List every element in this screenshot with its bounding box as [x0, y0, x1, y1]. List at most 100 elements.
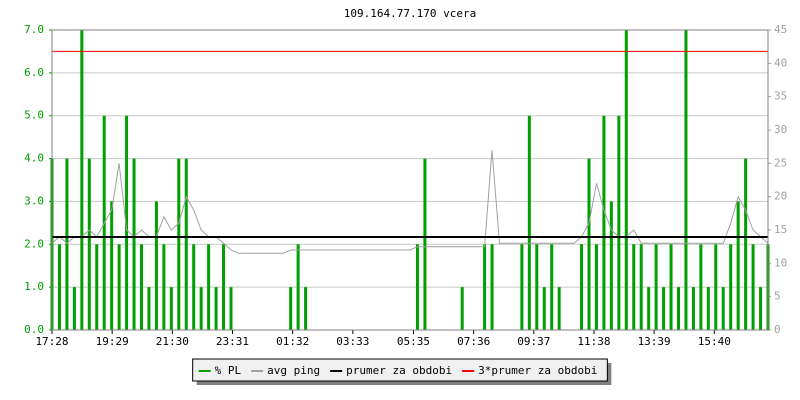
y2-tick-label: 40 [774, 56, 787, 69]
bar [110, 201, 114, 330]
x-tick-label: 23:31 [216, 335, 249, 348]
bar [609, 201, 613, 330]
bar [587, 158, 591, 330]
bar [527, 115, 531, 330]
bar [289, 287, 293, 330]
bar [229, 287, 233, 330]
y-tick-label: 3.0 [24, 194, 44, 207]
bar [125, 115, 129, 330]
x-tick-label: 11:38 [577, 335, 610, 348]
bar [617, 115, 621, 330]
bar [415, 244, 419, 330]
bar [483, 244, 487, 330]
bar [542, 287, 546, 330]
bar [647, 287, 651, 330]
bar [535, 244, 539, 330]
bar [721, 287, 725, 330]
legend-label: avg ping [267, 364, 320, 377]
plot-frame [51, 29, 769, 331]
bar [296, 244, 300, 330]
line [51, 149, 769, 254]
bar [214, 287, 218, 330]
bar [744, 158, 748, 330]
bar [207, 244, 211, 330]
legend-label: 3*prumer za obdobi [478, 364, 597, 377]
x-tick-label: 03:33 [336, 335, 369, 348]
bar [699, 244, 703, 330]
bar [639, 244, 643, 330]
bar [460, 287, 464, 330]
y2-tick-label: 45 [774, 23, 787, 36]
bar [691, 287, 695, 330]
bar [154, 201, 158, 330]
bar [423, 158, 427, 330]
bar [87, 158, 91, 330]
bar [602, 115, 606, 330]
bar [304, 287, 308, 330]
legend-box [192, 358, 608, 382]
bar [57, 244, 61, 330]
bar [65, 158, 69, 330]
y-tick-label: 5.0 [24, 109, 44, 122]
x-tick-label: 05:35 [397, 335, 430, 348]
bar [95, 244, 99, 330]
x-tick-label: 07:36 [457, 335, 490, 348]
bar [147, 287, 151, 330]
bar [759, 287, 763, 330]
y2-tick-label: 15 [774, 223, 787, 236]
legend-label: % PL [215, 364, 242, 377]
bar [222, 244, 226, 330]
bar [132, 158, 136, 330]
y2-tick-label: 5 [774, 290, 781, 303]
y2-tick-label: 30 [774, 123, 787, 136]
chart-title: 109.164.77.170 vcera [344, 7, 476, 20]
y2-tick-label: 0 [774, 323, 781, 336]
y2-tick-label: 10 [774, 256, 787, 269]
bar [177, 158, 181, 330]
bar [80, 30, 84, 330]
bar [594, 244, 598, 330]
y-tick-label: 1.0 [24, 280, 44, 293]
bar [751, 244, 755, 330]
y-tick-label: 2.0 [24, 237, 44, 250]
bar [669, 244, 673, 330]
x-tick-label: 15:40 [698, 335, 731, 348]
bar [684, 30, 688, 330]
y-tick-label: 7.0 [24, 23, 44, 36]
y-tick-label: 6.0 [24, 66, 44, 79]
bar [184, 158, 188, 330]
y2-tick-label: 20 [774, 190, 787, 203]
bar [192, 244, 196, 330]
bar [736, 201, 740, 330]
bar [729, 244, 733, 330]
bar [550, 244, 554, 330]
x-tick-label: 09:37 [517, 335, 550, 348]
bar [580, 244, 584, 330]
x-tick-label: 01:32 [276, 335, 309, 348]
bar [117, 244, 121, 330]
bar [677, 287, 680, 330]
bar [162, 244, 166, 330]
bar [662, 287, 666, 330]
bar [714, 244, 718, 330]
bar [169, 287, 173, 330]
legend: % PL avg ping prumer za obdobi 3*prumer za … [192, 358, 612, 385]
legend-label: prumer za obdobi [346, 364, 452, 377]
bar [557, 287, 561, 330]
bar [624, 30, 628, 330]
bar [654, 244, 658, 330]
y-tick-label: 4.0 [24, 152, 44, 165]
bar [520, 244, 524, 330]
bar [199, 287, 203, 330]
x-tick-label: 17:28 [35, 335, 68, 348]
bar [490, 244, 494, 330]
y2-tick-label: 35 [774, 90, 787, 103]
bar [706, 287, 710, 330]
y2-tick-label: 25 [774, 156, 787, 169]
bar [140, 244, 143, 330]
bar [72, 287, 76, 330]
x-tick-label: 19:29 [96, 335, 129, 348]
y-tick-label: 0.0 [24, 323, 44, 336]
